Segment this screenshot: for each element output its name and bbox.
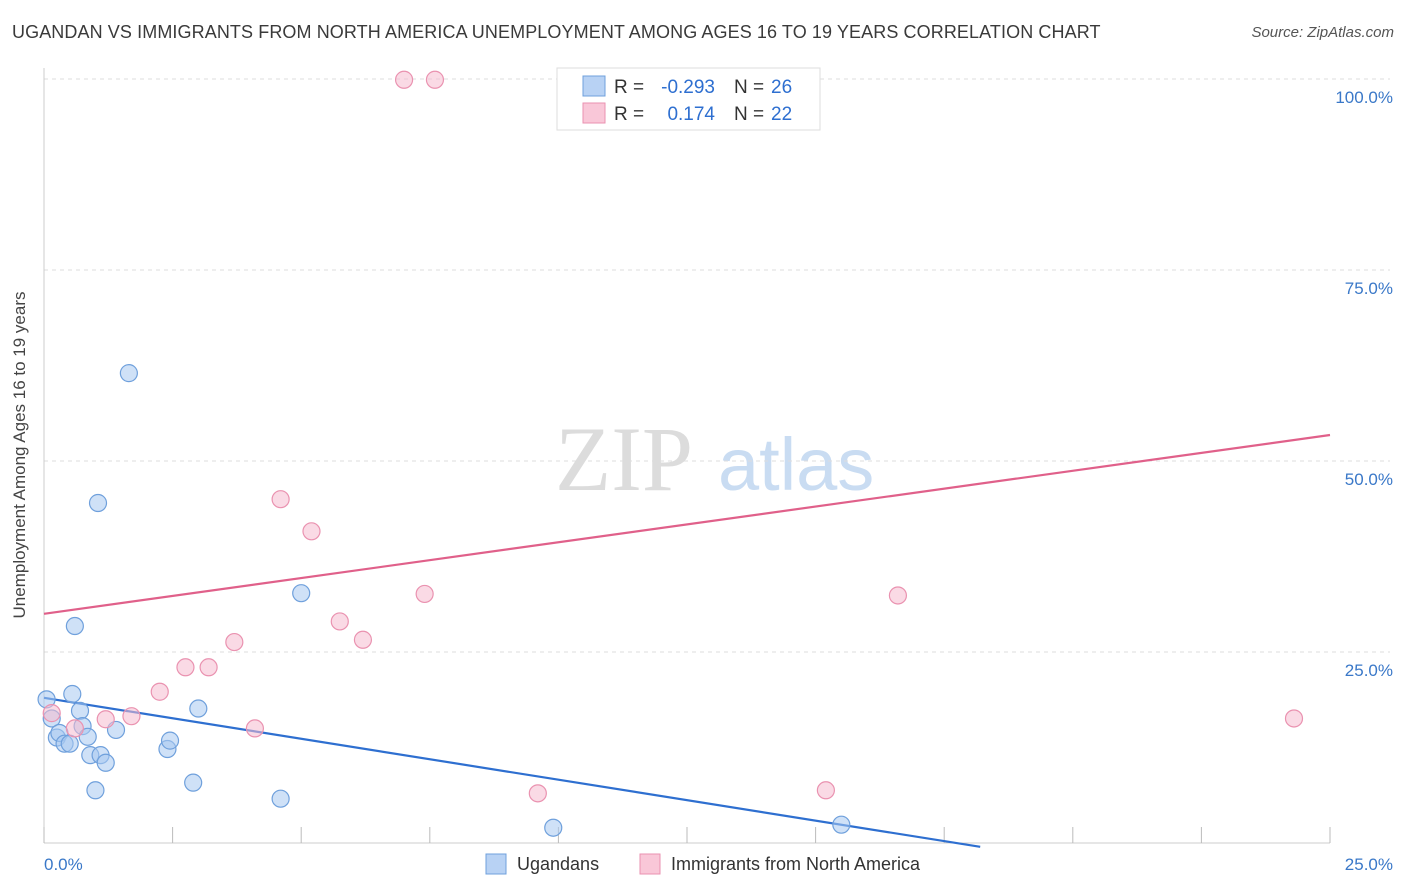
point-ugandans — [119, 364, 138, 383]
point-ugandans — [63, 684, 82, 704]
point-ugandans — [78, 727, 97, 746]
y-tick-label: 100.0% — [1335, 88, 1393, 107]
point-immigrants — [271, 490, 290, 509]
legend-r-value-1: -0.293 — [661, 77, 715, 98]
point-immigrants — [122, 707, 141, 726]
legend-swatch-blue — [582, 75, 606, 97]
x-tick-label-max: 25.0% — [1345, 855, 1393, 874]
watermark-atlas: atlas — [718, 423, 874, 506]
point-immigrants — [816, 781, 835, 800]
point-immigrants — [199, 658, 218, 677]
legend-swatch-immigrants — [639, 853, 661, 875]
point-immigrants — [425, 70, 445, 89]
source-credit: Source: ZipAtlas.com — [1251, 24, 1394, 41]
point-immigrants — [1284, 709, 1304, 728]
point-ugandans — [86, 781, 105, 800]
point-ugandans — [544, 818, 563, 837]
point-immigrants — [394, 70, 414, 89]
legend-label-ugandans: Ugandans — [517, 854, 599, 874]
x-tick-label-min: 0.0% — [44, 855, 83, 874]
y-tick-label: 75.0% — [1345, 279, 1393, 298]
watermark-zip: ZIP — [555, 408, 693, 510]
point-ugandans — [832, 815, 851, 834]
point-ugandans — [70, 701, 90, 720]
point-ugandans — [271, 789, 290, 808]
series-legend: Ugandans Immigrants from North America — [485, 853, 921, 875]
point-ugandans — [189, 699, 208, 718]
point-immigrants — [528, 784, 547, 803]
point-ugandans — [292, 584, 311, 603]
point-immigrants — [245, 719, 265, 738]
point-ugandans — [65, 616, 84, 636]
trend-line-ugandans — [43, 696, 981, 848]
point-immigrants — [302, 522, 321, 541]
legend-swatch-pink — [582, 102, 606, 124]
y-tick-label: 25.0% — [1345, 661, 1393, 680]
y-tick-labels: 25.0% 50.0% 75.0% 100.0% — [1335, 88, 1393, 680]
point-immigrants — [96, 710, 115, 729]
point-immigrants — [65, 719, 84, 738]
point-ugandans — [96, 753, 115, 772]
gridlines — [44, 78, 1390, 653]
legend-n-label-1: N = — [734, 77, 764, 98]
stats-legend: R = -0.293 N = 26 R = 0.174 N = 22 — [556, 67, 821, 131]
legend-swatch-ugandans — [485, 853, 507, 875]
point-ugandans — [160, 731, 180, 750]
legend-r-label-2: R = — [614, 104, 644, 125]
point-immigrants — [888, 586, 908, 605]
legend-label-immigrants: Immigrants from North America — [671, 854, 921, 874]
legend-n-value-2: 22 — [771, 104, 792, 125]
legend-n-value-1: 26 — [771, 77, 792, 98]
point-immigrants — [42, 704, 61, 723]
chart-title: UGANDAN VS IMMIGRANTS FROM NORTH AMERICA… — [12, 22, 1101, 42]
y-tick-label: 50.0% — [1345, 470, 1393, 489]
point-immigrants — [415, 584, 434, 604]
trend-lines — [43, 433, 1331, 848]
legend-r-value-2: 0.174 — [667, 104, 715, 125]
legend-n-label-2: N = — [734, 104, 764, 125]
point-immigrants — [176, 658, 195, 677]
legend-r-label-1: R = — [614, 77, 644, 98]
point-immigrants — [225, 632, 244, 652]
point-immigrants — [150, 682, 169, 701]
point-ugandans — [184, 773, 203, 792]
point-ugandans — [60, 734, 79, 753]
point-immigrants — [330, 612, 349, 631]
point-ugandans — [88, 493, 108, 513]
x-ticks — [43, 827, 1331, 843]
trend-line-immigrants — [43, 433, 1331, 615]
point-immigrants — [353, 630, 373, 649]
